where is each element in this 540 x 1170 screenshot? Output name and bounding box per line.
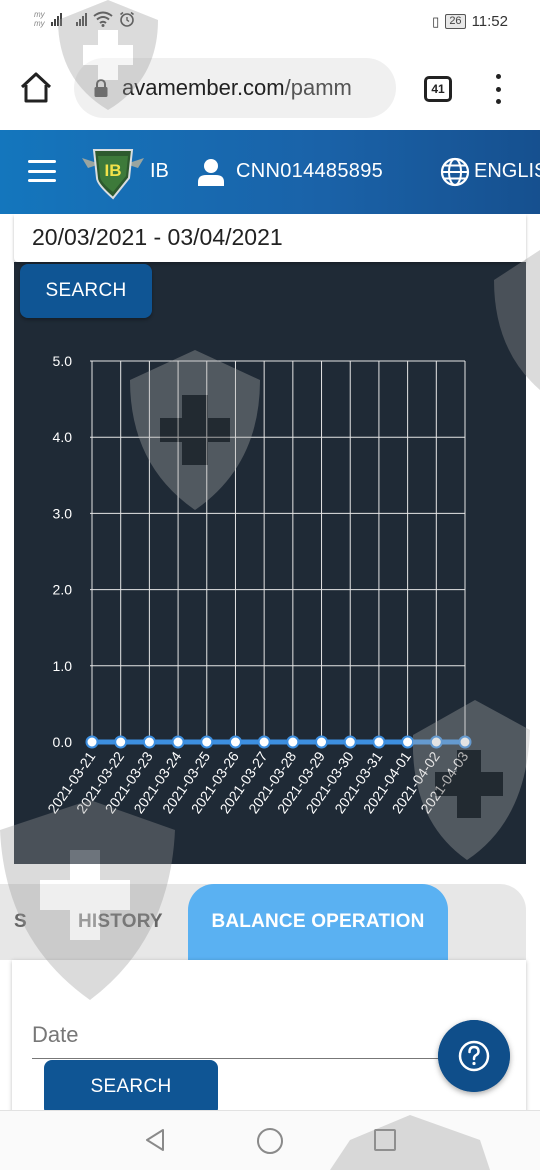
carrier-2: my <box>34 19 45 28</box>
data-point <box>228 735 242 749</box>
system-nav-bar <box>0 1110 540 1170</box>
data-point <box>429 735 443 749</box>
filter-form: Date SEARCH <box>12 960 526 1110</box>
ib-logo[interactable]: IB <box>80 144 146 200</box>
account-id[interactable]: CNN014485895 <box>236 160 384 182</box>
data-point <box>114 735 128 749</box>
clock: 11:52 <box>471 13 508 30</box>
data-point <box>343 735 357 749</box>
home-circle-icon[interactable] <box>257 1128 283 1154</box>
y-tick-label: 0.0 <box>53 734 73 750</box>
signal-icon <box>75 12 87 26</box>
url-bar[interactable]: avamember.com/pamm <box>74 58 396 118</box>
hamburger-icon[interactable] <box>28 160 56 182</box>
signal-icon <box>50 12 62 26</box>
status-left: my my <box>34 10 135 28</box>
date-field-underline <box>32 1058 472 1059</box>
carrier-labels: my my <box>34 10 45 28</box>
data-point <box>401 735 415 749</box>
browser-toolbar: avamember.com/pamm 41 <box>0 46 540 130</box>
data-point <box>200 735 214 749</box>
alarm-icon <box>119 11 134 27</box>
search-button[interactable]: SEARCH <box>20 264 152 318</box>
data-point <box>286 735 300 749</box>
recent-apps-icon[interactable] <box>374 1129 396 1151</box>
language-selector[interactable]: ENGLIS <box>474 160 540 182</box>
y-tick-label: 3.0 <box>53 505 73 521</box>
tab-bar: S HISTORY BALANCE OPERATION <box>0 884 540 960</box>
data-point <box>372 735 386 749</box>
balance-chart: 0.01.02.03.04.05.02021-03-212021-03-2220… <box>44 353 472 816</box>
carrier-1: my <box>34 10 45 19</box>
back-icon[interactable] <box>143 1127 167 1153</box>
data-point <box>257 735 271 749</box>
data-point <box>315 735 329 749</box>
page-content: 20/03/2021 - 03/04/2021 SEARCH 0.0 1.0 2.0… <box>0 214 540 1110</box>
y-tick-label: 4.0 <box>53 429 73 445</box>
globe-icon[interactable] <box>440 157 470 187</box>
tabs-icon[interactable]: 41 <box>424 76 452 102</box>
ib-label[interactable]: IB <box>150 160 169 182</box>
y-tick-label: 1.0 <box>53 658 73 674</box>
app-header: IB IB CNN014485895 ENGLIS <box>0 130 540 214</box>
wifi-icon <box>93 11 113 27</box>
status-bar: my my ▯ 26 11:52 <box>0 0 540 46</box>
user-icon[interactable] <box>198 158 224 186</box>
chart-panel: SEARCH 0.0 1.0 2.0 3.0 4.0 5.0 2021-03-21 2021-… <box>14 262 526 864</box>
url-text: avamember.com/pamm <box>122 75 352 101</box>
date-field-label[interactable]: Date <box>32 1022 79 1047</box>
url-path: /pamm <box>284 75 352 100</box>
data-point <box>171 735 185 749</box>
form-search-button[interactable]: SEARCH <box>44 1060 218 1110</box>
tab-balance-operation[interactable]: BALANCE OPERATION <box>188 884 448 960</box>
more-vert-icon[interactable] <box>490 74 506 104</box>
tab-previous-partial[interactable]: S <box>14 911 27 932</box>
lock-icon <box>94 79 108 97</box>
data-point <box>458 735 472 749</box>
url-domain: avamember.com <box>122 75 285 100</box>
tab-history[interactable]: HISTORY <box>78 911 163 932</box>
help-icon[interactable] <box>438 1020 510 1092</box>
logo-text: IB <box>105 161 122 180</box>
y-tick-label: 5.0 <box>53 353 73 369</box>
vibrate-icon: ▯ <box>432 13 440 29</box>
data-point <box>142 735 156 749</box>
battery-icon: 26 <box>445 14 466 29</box>
y-tick-label: 2.0 <box>53 582 73 598</box>
data-point <box>85 735 99 749</box>
date-range-field[interactable]: 20/03/2021 - 03/04/2021 <box>14 214 526 262</box>
date-range-value: 20/03/2021 - 03/04/2021 <box>32 224 283 250</box>
status-right: ▯ 26 11:52 <box>432 13 508 30</box>
home-icon[interactable] <box>18 70 54 106</box>
